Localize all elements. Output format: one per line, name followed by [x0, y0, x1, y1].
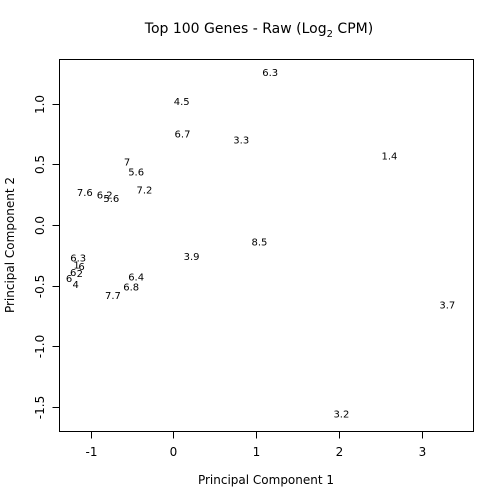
y-tick-label: -0.5: [33, 275, 47, 298]
y-tick-label: 0.0: [33, 216, 47, 235]
chart-title: Top 100 Genes - Raw (Log2 CPM): [144, 21, 373, 40]
data-point-label: 6.3: [70, 253, 86, 264]
data-point-label: 3.7: [439, 301, 455, 312]
data-point-label: 7.6: [77, 188, 93, 199]
data-point-label: 6: [66, 274, 72, 285]
data-point-label: 5.6: [128, 167, 144, 178]
data-point-label: 7.2: [136, 185, 152, 196]
data-point-label: 6.4: [128, 273, 144, 284]
data-point-label: 6: [78, 262, 84, 273]
data-point-label: 7.7: [105, 291, 121, 302]
x-tick-label: -1: [86, 445, 98, 459]
data-point-label: 3.3: [233, 136, 249, 147]
y-tick-label: 1.0: [33, 95, 47, 114]
data-point-label: 2: [77, 269, 83, 280]
data-point-label: 1.4: [381, 151, 397, 162]
data-point-label: 4: [73, 280, 79, 291]
data-point-label: 7: [124, 158, 130, 169]
data-point-label: 5.6: [103, 194, 119, 205]
data-points: 6.34.56.73.31.475.67.27.6 6.25.68.53.96.3…: [66, 68, 455, 421]
data-point-label: 3.9: [184, 252, 200, 263]
x-tick-label: 3: [419, 445, 427, 459]
x-tick-label: 1: [253, 445, 261, 459]
data-point-label: 4.5: [174, 97, 190, 108]
x-axis: -1 0 1 2 3: [86, 431, 427, 459]
data-point-label: 6.7: [175, 130, 191, 141]
data-point-label: 6.8: [123, 282, 139, 293]
y-tick-label: 0.5: [33, 155, 47, 174]
y-tick-label: -1.0: [33, 335, 47, 358]
data-point-label: 6: [70, 268, 76, 279]
data-point-label: 3.2: [333, 410, 349, 421]
data-point-label: 6.2: [97, 190, 113, 201]
x-axis-title: Principal Component 1: [198, 473, 334, 487]
y-axis: -1.5 -1.0 -0.5 0.0 0.5 1.0: [33, 95, 60, 419]
y-axis-title: Principal Component 2: [3, 177, 17, 313]
y-tick-label: -1.5: [33, 396, 47, 419]
data-point-label: 6.3: [262, 68, 278, 79]
data-point-label: 1: [73, 261, 79, 272]
x-tick-label: 2: [336, 445, 344, 459]
data-point-label: 8.5: [252, 238, 268, 249]
x-tick-label: 0: [170, 445, 178, 459]
